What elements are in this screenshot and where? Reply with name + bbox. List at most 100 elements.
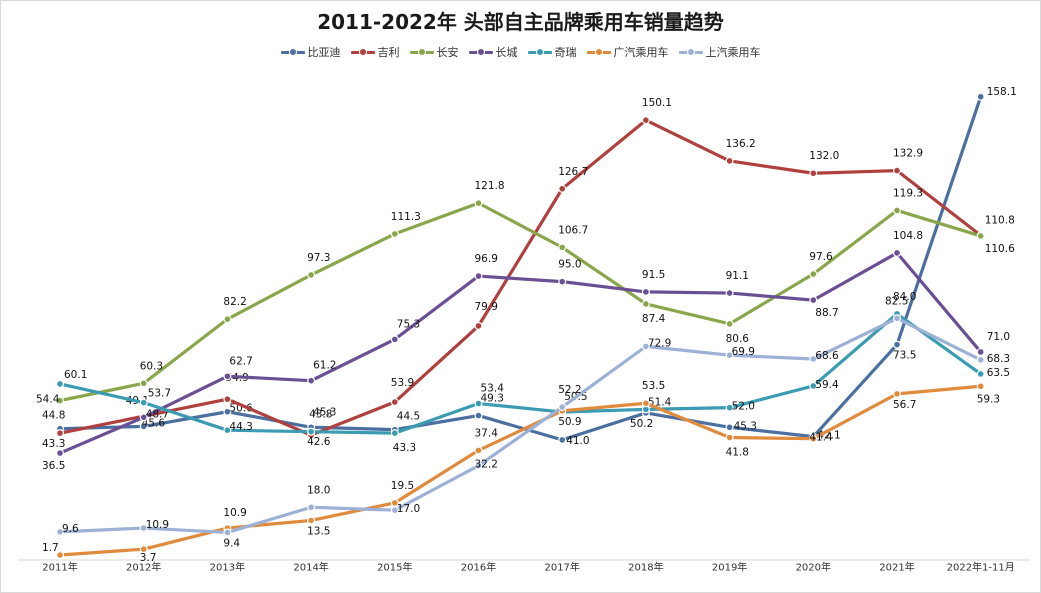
data-point <box>474 321 483 330</box>
x-tick-label: 2019年 <box>712 560 747 573</box>
data-label: 32.2 <box>475 459 498 471</box>
legend-item: 长安 <box>409 44 459 60</box>
data-label: 43.8 <box>309 409 332 421</box>
data-point <box>139 545 148 554</box>
data-label: 50.2 <box>630 418 653 430</box>
legend-label: 长安 <box>436 46 459 59</box>
data-label: 75.3 <box>397 318 420 330</box>
data-point <box>809 296 818 305</box>
legend-swatch <box>350 48 375 56</box>
data-point <box>892 248 901 257</box>
series-line <box>58 201 983 403</box>
data-label: 41.0 <box>566 435 589 447</box>
data-point <box>390 335 399 344</box>
data-label: 61.2 <box>313 360 336 372</box>
legend-label: 比亚迪 <box>307 46 341 59</box>
data-point <box>976 369 985 378</box>
data-label: 48.7 <box>146 408 169 420</box>
legend-label: 上汽乘用车 <box>705 46 761 59</box>
legend-label: 奇瑞 <box>554 46 577 59</box>
data-label: 95.0 <box>558 259 581 271</box>
data-point <box>474 272 483 281</box>
data-label: 53.9 <box>391 377 414 389</box>
data-point <box>725 351 734 360</box>
data-point <box>725 319 734 328</box>
legend-label: 长城 <box>495 46 518 59</box>
data-point <box>139 413 148 422</box>
data-point <box>558 435 567 444</box>
x-tick-label: 2016年 <box>461 560 496 573</box>
data-label: 71.0 <box>987 331 1010 343</box>
data-label: 37.4 <box>475 427 499 439</box>
data-label: 63.5 <box>987 367 1010 379</box>
data-label: 19.5 <box>391 480 414 492</box>
data-label: 53.4 <box>481 383 505 395</box>
data-label: 10.9 <box>223 507 246 519</box>
data-label: 45.6 <box>142 417 166 429</box>
legend-swatch <box>280 48 305 56</box>
data-label: 91.1 <box>726 270 749 282</box>
data-point <box>892 389 901 398</box>
data-label: 121.8 <box>475 180 505 192</box>
series-line <box>58 95 983 442</box>
data-point <box>558 243 567 252</box>
data-label: 9.6 <box>62 523 79 535</box>
data-label: 45.3 <box>313 406 336 418</box>
data-point <box>474 199 483 208</box>
data-point <box>223 426 232 435</box>
data-point <box>55 449 64 458</box>
data-point <box>55 396 64 405</box>
data-label: 42.6 <box>307 436 331 448</box>
data-label: 62.7 <box>229 355 252 367</box>
data-label: 53.7 <box>148 388 171 400</box>
series-line <box>58 312 983 435</box>
data-point <box>474 411 483 420</box>
data-label: 88.7 <box>815 307 838 319</box>
data-point <box>223 407 232 416</box>
legend-item: 广汽乘用车 <box>586 44 669 60</box>
data-point <box>976 92 985 101</box>
data-point <box>725 423 734 432</box>
data-point <box>809 381 818 390</box>
data-point <box>55 527 64 536</box>
data-label: 132.9 <box>893 148 923 160</box>
data-label: 60.1 <box>64 369 87 381</box>
data-label: 132.0 <box>809 150 839 162</box>
data-label: 56.7 <box>893 399 916 411</box>
data-label: 44.8 <box>42 410 65 422</box>
data-label: 87.4 <box>642 313 666 325</box>
data-label: 53.5 <box>642 380 665 392</box>
data-point <box>139 398 148 407</box>
data-point <box>55 429 64 438</box>
legend-swatch <box>527 48 552 56</box>
data-label: 150.1 <box>642 97 672 109</box>
data-label: 45.3 <box>734 420 757 432</box>
data-label: 158.1 <box>987 86 1017 98</box>
data-label: 73.5 <box>893 350 916 362</box>
data-label: 44.5 <box>397 411 420 423</box>
data-point <box>139 422 148 431</box>
data-point <box>474 446 483 455</box>
data-point <box>976 231 985 240</box>
data-label: 17.0 <box>397 503 420 515</box>
data-label: 111.3 <box>391 211 421 223</box>
data-point <box>809 169 818 178</box>
data-label: 104.8 <box>893 230 923 242</box>
x-tick-label: 2012年 <box>126 560 161 573</box>
legend-label: 广汽乘用车 <box>613 46 669 59</box>
data-point <box>139 379 148 388</box>
chart-legend: 比亚迪 吉利 长安 长城 奇瑞 广汽乘用车 上汽乘用车 <box>0 44 1041 60</box>
data-point <box>307 503 316 512</box>
data-point <box>809 270 818 279</box>
legend-item: 奇瑞 <box>527 44 577 60</box>
data-label: 68.6 <box>815 350 839 362</box>
data-label: 84.0 <box>893 291 916 303</box>
x-tick-label: 2014年 <box>293 560 328 573</box>
data-label: 106.7 <box>558 224 588 236</box>
data-point <box>641 287 650 296</box>
data-label: 1.7 <box>42 542 59 554</box>
data-point <box>976 355 985 364</box>
data-point <box>892 340 901 349</box>
data-label: 13.5 <box>307 525 330 537</box>
